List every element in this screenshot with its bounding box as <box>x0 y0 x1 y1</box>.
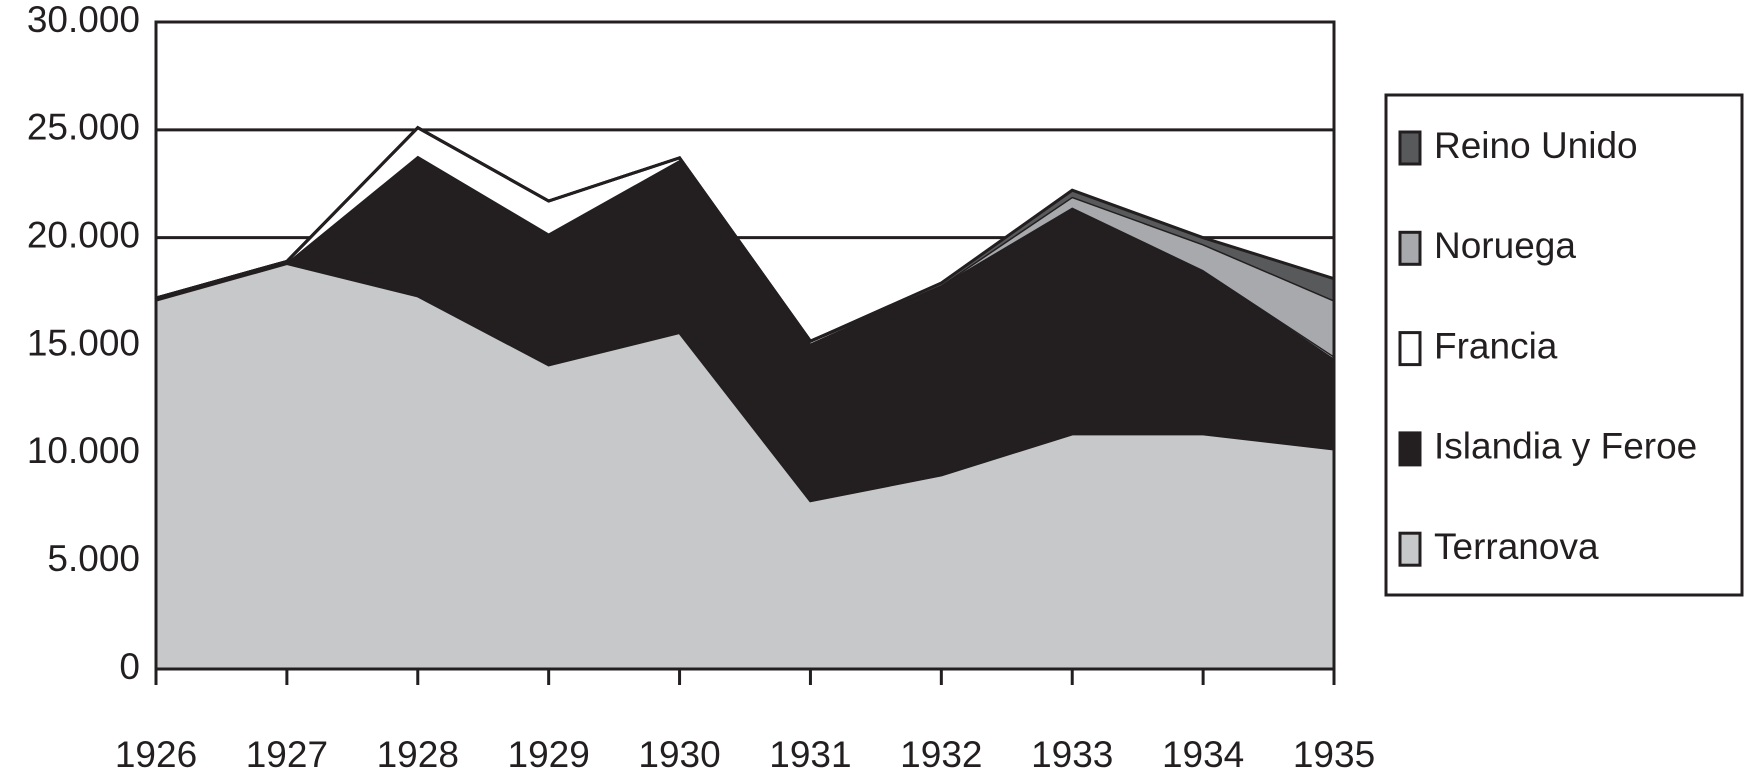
x-tick-label: 1926 <box>115 734 197 775</box>
legend-swatch <box>1398 431 1422 467</box>
area <box>156 155 1334 501</box>
y-tick-label: 10.000 <box>27 430 140 471</box>
legend-swatch <box>1398 130 1422 166</box>
y-tick-label: 15.000 <box>27 322 140 363</box>
legend-swatch <box>1398 531 1422 567</box>
area <box>156 263 1334 669</box>
x-tick-label: 1927 <box>246 734 328 775</box>
legend-label: Islandia y Feroe <box>1434 426 1697 467</box>
x-tick-label: 1934 <box>1162 734 1244 775</box>
y-tick-label: 25.000 <box>27 107 140 148</box>
y-tick-label: 20.000 <box>27 214 140 255</box>
x-tick-label: 1932 <box>900 734 982 775</box>
legend-label: Terranova <box>1434 526 1599 567</box>
y-tick-label: 30.000 <box>27 0 140 40</box>
y-tick-label: 5.000 <box>47 538 140 579</box>
x-tick-label: 1933 <box>1031 734 1113 775</box>
plot-frame <box>154 20 1336 671</box>
x-tick-label: 1928 <box>377 734 459 775</box>
legend-label: Francia <box>1434 325 1558 366</box>
legend-label: Noruega <box>1434 225 1576 266</box>
y-tick-label: 0 <box>119 646 140 687</box>
legend-swatch <box>1398 331 1422 367</box>
area-edge <box>155 125 1335 344</box>
x-tick-label: 1931 <box>769 734 851 775</box>
x-tick-label: 1935 <box>1293 734 1375 775</box>
x-tick-label: 1929 <box>508 734 590 775</box>
x-tick-label: 1930 <box>638 734 720 775</box>
legend-box <box>1384 93 1744 597</box>
legend-swatch <box>1398 230 1422 266</box>
legend-label: Reino Unido <box>1434 125 1638 166</box>
